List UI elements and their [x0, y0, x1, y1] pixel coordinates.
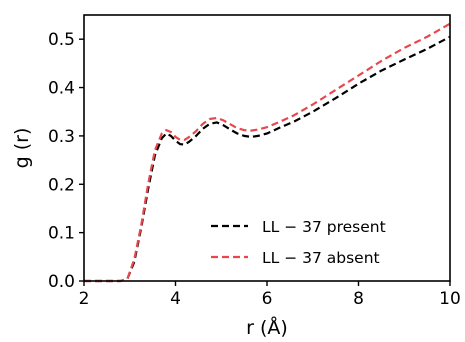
y-tick-label: 0.5 [48, 30, 75, 50]
series-line-1 [84, 35, 451, 283]
x-tick-label: 6 [262, 289, 273, 309]
x-axis-label: r (Å) [246, 316, 288, 339]
plot-lines [84, 22, 451, 283]
x-axis: 2 4 6 8 10 [79, 281, 461, 309]
y-axis-label: g (r) [11, 128, 33, 169]
y-tick-label: 0.0 [48, 272, 75, 292]
x-tick-label: 10 [439, 289, 461, 309]
y-tick-label: 0.2 [48, 175, 75, 195]
series-line-2 [84, 22, 451, 283]
y-tick-label: 0.1 [48, 224, 75, 244]
legend-label-2: LL − 37 absent [262, 249, 380, 267]
x-tick-label: 4 [170, 289, 181, 309]
y-tick-label: 0.4 [48, 79, 75, 99]
y-axis: 0.0 0.1 0.2 0.3 0.4 0.5 [48, 30, 84, 292]
legend-label-1: LL − 37 present [262, 218, 386, 236]
x-tick-label: 8 [353, 289, 364, 309]
legend: LL − 37 present LL − 37 absent [211, 218, 386, 267]
y-tick-label: 0.3 [48, 127, 75, 147]
x-tick-label: 2 [79, 289, 90, 309]
